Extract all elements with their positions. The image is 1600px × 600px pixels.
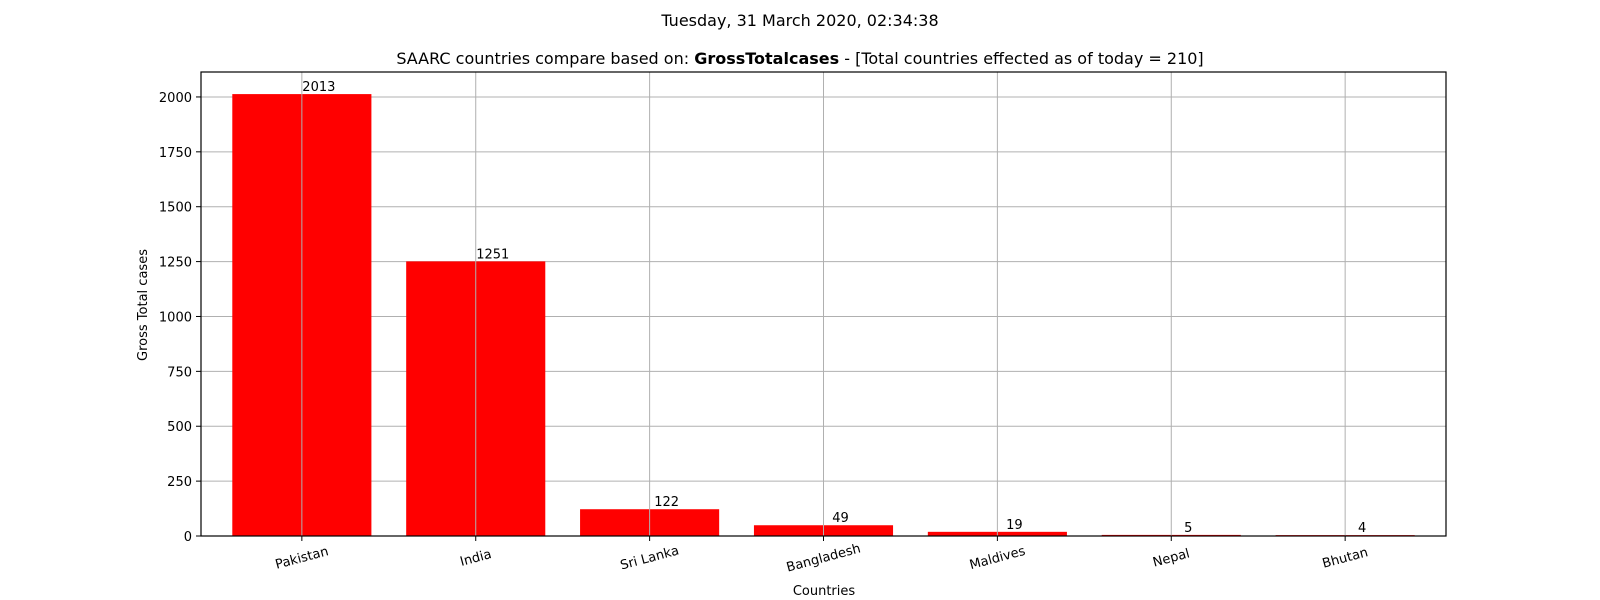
x-tick-label: Bangladesh [785,541,863,575]
x-tick-label: Pakistan [274,544,330,573]
chart-title-metric: GrossTotalcases [694,49,839,68]
chart-title: SAARC countries compare based on: GrossT… [396,49,1203,68]
y-tick-label: 1250 [159,256,192,271]
y-axis: 0 250 500 750 1000 1250 1500 1750 2000 [159,91,201,545]
y-tick-label: 250 [167,475,192,490]
x-tick-label: Maldives [968,544,1027,573]
y-tick-label: 2000 [159,91,192,106]
y-tick-label: 500 [167,420,192,435]
x-tick-label: Sri Lanka [619,543,681,573]
data-labels: 2013 1251 122 49 19 5 4 [302,80,1366,536]
y-tick-label: 1000 [159,310,192,325]
y-tick-label: 0 [184,530,192,545]
y-tick-label: 1500 [159,201,192,216]
chart-suptitle: Tuesday, 31 March 2020, 02:34:38 [660,11,938,30]
x-tick-label: Nepal [1151,546,1191,570]
data-label: 1251 [476,247,509,262]
y-axis-label: Gross Total cases [136,249,151,361]
y-tick-label: 1750 [159,146,192,161]
y-tick-label: 750 [167,365,192,380]
chart-title-prefix: SAARC countries compare based on: [396,49,694,68]
x-tick-label: Bhutan [1321,545,1370,572]
data-label: 49 [832,511,849,526]
x-tick-label: India [459,547,494,570]
vertical-grid [301,72,1346,536]
data-label: 19 [1006,518,1023,533]
data-label: 2013 [302,80,335,95]
data-label: 122 [654,495,679,510]
data-label: 4 [1358,521,1366,536]
x-axis: Pakistan India Sri Lanka Bangladesh Maldives… [274,536,1370,576]
x-axis-label: Countries [793,584,856,599]
chart-title-suffix: - [Total countries effected as of today … [839,49,1204,68]
data-label: 5 [1184,521,1192,536]
